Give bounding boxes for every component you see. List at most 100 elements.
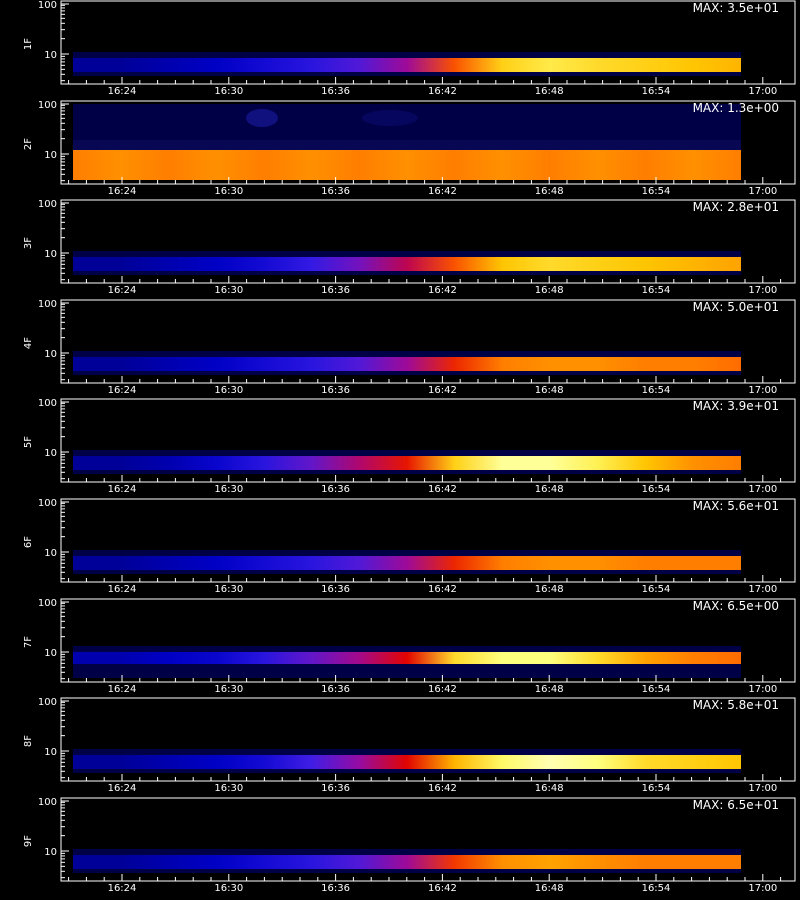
y-tick-label: 100 bbox=[38, 697, 57, 708]
x-tick-label: 16:36 bbox=[321, 385, 350, 396]
max-label: MAX: 1.3e+00 bbox=[693, 101, 779, 115]
x-tick-label: 17:00 bbox=[748, 484, 777, 495]
x-axis: 16:24 16:30 16:36 16:42 16:48 16:54 17:00 bbox=[68, 874, 782, 894]
x-tick-label: 17:00 bbox=[748, 285, 777, 296]
panel-label: 7F bbox=[23, 636, 34, 648]
x-tick-label: 16:24 bbox=[108, 484, 137, 495]
x-tick-label: 16:54 bbox=[642, 285, 671, 296]
x-tick-label: 16:42 bbox=[428, 684, 457, 695]
x-tick-label: 16:42 bbox=[428, 484, 457, 495]
panel-label: 5F bbox=[23, 436, 34, 448]
panel-4f: 100 10 16:24 16:30 16:36 16:42 16:48 16:54 17:00… bbox=[23, 299, 796, 396]
x-tick-label: 16:24 bbox=[108, 385, 137, 396]
x-tick-label: 16:48 bbox=[535, 385, 564, 396]
y-axis: 100 10 bbox=[38, 498, 69, 580]
panel-1f: 100 10 16:24 16:30 16:36 16:42 16:48 16:54 17:00… bbox=[23, 0, 796, 97]
y-axis: 100 10 bbox=[38, 598, 69, 680]
y-axis: 100 10 bbox=[38, 199, 69, 281]
x-tick-label: 16:54 bbox=[642, 883, 671, 894]
panels: 100 10 16:24 16:30 16:36 16:42 16:48 16:54 17:00… bbox=[23, 0, 796, 894]
x-tick-label: 16:42 bbox=[428, 584, 457, 595]
y-tick-label: 10 bbox=[44, 648, 57, 659]
plot-frame bbox=[60, 100, 796, 185]
x-axis: 16:24 16:30 16:36 16:42 16:48 16:54 17:00 bbox=[68, 77, 782, 97]
panel-label: 9F bbox=[23, 835, 34, 847]
x-axis: 16:24 16:30 16:36 16:42 16:48 16:54 17:00 bbox=[68, 177, 782, 197]
x-axis: 16:24 16:30 16:36 16:42 16:48 16:54 17:00 bbox=[68, 774, 782, 794]
x-tick-label: 17:00 bbox=[748, 86, 777, 97]
plot-frame bbox=[60, 498, 796, 583]
x-tick-label: 16:54 bbox=[642, 584, 671, 595]
panel-label: 4F bbox=[23, 337, 34, 349]
max-label: MAX: 5.0e+01 bbox=[693, 300, 779, 314]
x-tick-label: 17:00 bbox=[748, 186, 777, 197]
plot-frame bbox=[60, 598, 796, 683]
x-tick-label: 16:30 bbox=[214, 883, 243, 894]
x-tick-label: 16:36 bbox=[321, 186, 350, 197]
y-tick-label: 100 bbox=[38, 498, 57, 509]
x-tick-label: 16:30 bbox=[214, 86, 243, 97]
x-tick-label: 16:54 bbox=[642, 684, 671, 695]
spectrum-edge bbox=[73, 177, 741, 180]
y-tick-label: 100 bbox=[38, 598, 57, 609]
x-tick-label: 16:48 bbox=[535, 86, 564, 97]
x-tick-label: 16:24 bbox=[108, 86, 137, 97]
x-tick-label: 16:54 bbox=[642, 484, 671, 495]
x-tick-label: 16:36 bbox=[321, 684, 350, 695]
x-tick-label: 16:30 bbox=[214, 484, 243, 495]
panel-label: 8F bbox=[23, 735, 34, 747]
spectrum-edge bbox=[73, 268, 741, 271]
y-tick-label: 100 bbox=[38, 797, 57, 808]
y-tick-label: 100 bbox=[38, 199, 57, 210]
x-tick-label: 16:48 bbox=[535, 584, 564, 595]
y-tick-label: 10 bbox=[44, 448, 57, 459]
x-axis: 16:24 16:30 16:36 16:42 16:48 16:54 17:00 bbox=[68, 475, 782, 495]
x-tick-label: 16:30 bbox=[214, 783, 243, 794]
x-axis: 16:24 16:30 16:36 16:42 16:48 16:54 17:00 bbox=[68, 276, 782, 296]
spectrum-halo bbox=[73, 140, 741, 150]
panel-7f: 100 10 16:24 16:30 16:36 16:42 16:48 16:54 17:00… bbox=[23, 598, 796, 695]
max-label: MAX: 6.5e+01 bbox=[693, 798, 779, 812]
spectrum-band bbox=[73, 357, 741, 371]
y-tick-label: 10 bbox=[44, 50, 57, 61]
y-tick-label: 10 bbox=[44, 747, 57, 758]
x-axis: 16:24 16:30 16:36 16:42 16:48 16:54 17:00 bbox=[68, 575, 782, 595]
spectrum-band bbox=[73, 58, 741, 72]
panel-9f: 100 10 16:24 16:30 16:36 16:42 16:48 16:54 17:00… bbox=[23, 797, 796, 894]
max-label: MAX: 2.8e+01 bbox=[693, 200, 779, 214]
panel-label: 6F bbox=[23, 536, 34, 548]
y-tick-label: 10 bbox=[44, 349, 57, 360]
spectrum-band bbox=[73, 150, 741, 180]
plot-frame bbox=[60, 0, 796, 85]
plot-frame bbox=[60, 299, 796, 384]
x-tick-label: 16:48 bbox=[535, 285, 564, 296]
y-tick-label: 10 bbox=[44, 150, 57, 161]
x-tick-label: 16:36 bbox=[321, 484, 350, 495]
x-axis: 16:24 16:30 16:36 16:42 16:48 16:54 17:00 bbox=[68, 675, 782, 695]
x-tick-label: 16:36 bbox=[321, 86, 350, 97]
y-axis: 100 10 bbox=[38, 797, 69, 879]
x-tick-label: 16:42 bbox=[428, 186, 457, 197]
y-tick-label: 100 bbox=[38, 398, 57, 409]
x-tick-label: 16:30 bbox=[214, 684, 243, 695]
x-tick-label: 17:00 bbox=[748, 684, 777, 695]
plot-frame bbox=[60, 199, 796, 284]
x-tick-label: 16:54 bbox=[642, 783, 671, 794]
x-tick-label: 16:42 bbox=[428, 783, 457, 794]
spectrum-edge bbox=[73, 567, 741, 570]
x-tick-label: 16:24 bbox=[108, 584, 137, 595]
max-label: MAX: 6.5e+00 bbox=[693, 599, 779, 613]
x-tick-label: 17:00 bbox=[748, 883, 777, 894]
x-tick-label: 16:24 bbox=[108, 285, 137, 296]
x-tick-label: 16:36 bbox=[321, 285, 350, 296]
x-tick-label: 16:36 bbox=[321, 783, 350, 794]
x-tick-label: 16:42 bbox=[428, 883, 457, 894]
x-tick-label: 16:30 bbox=[214, 584, 243, 595]
x-tick-label: 16:24 bbox=[108, 186, 137, 197]
panel-label: 3F bbox=[23, 237, 34, 249]
x-tick-label: 16:42 bbox=[428, 86, 457, 97]
x-tick-label: 16:54 bbox=[642, 186, 671, 197]
x-tick-label: 16:54 bbox=[642, 385, 671, 396]
spectrum-band bbox=[73, 556, 741, 570]
panel-6f: 100 10 16:24 16:30 16:36 16:42 16:48 16:54 17:00… bbox=[23, 498, 796, 595]
